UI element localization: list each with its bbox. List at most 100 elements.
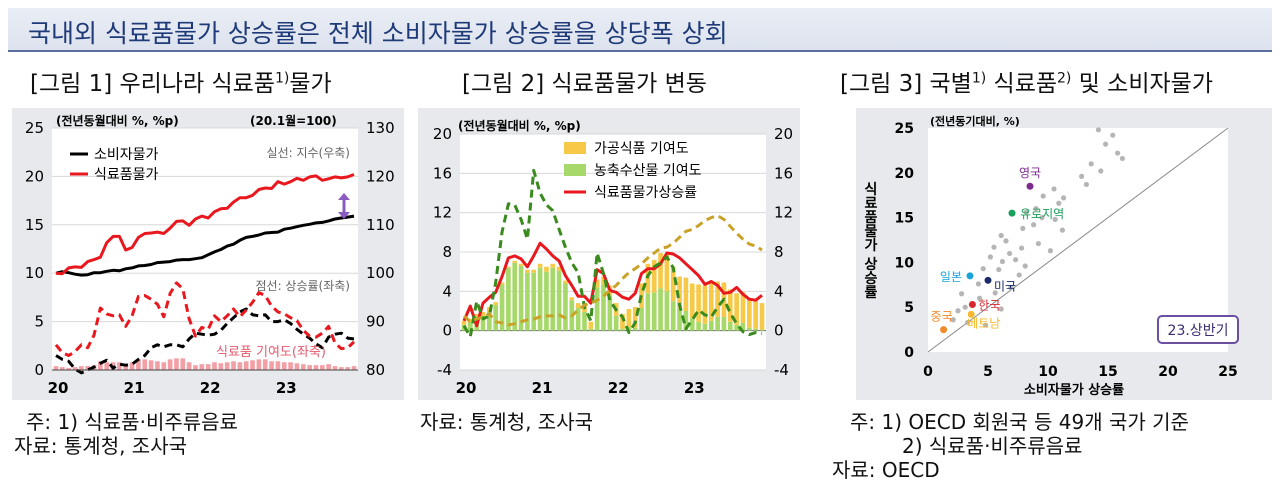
processed-bar [537,263,543,268]
contrib-bar [193,365,198,370]
y-tick-right: 12 [774,204,793,222]
contrib-bar [129,362,135,370]
agri-bar [689,317,695,331]
contrib-bar [332,366,338,370]
scatter-point [1098,168,1104,174]
contrib-bar [243,361,249,370]
contrib-bar [319,365,325,370]
x-tick: 25 [1218,364,1237,380]
agri-bar [639,308,644,331]
processed-bar [740,292,746,323]
x-tick: 20 [48,379,69,397]
fig1-source: 자료: 통계청, 조사국 [14,434,188,458]
y-tick-right: 80 [366,361,385,379]
country-label: 영국 [1019,166,1041,180]
agri-bar [537,267,543,331]
scatter-point [1110,132,1116,138]
fig3-title: [그림 3] 국별1) 식료품2) 및 소비자물가 [840,70,1213,97]
country-point [968,301,976,309]
scatter-point [1035,240,1041,247]
contrib-bar [60,367,65,370]
agri-bar [512,262,518,331]
agri-bar [658,288,663,331]
x-tick: 23 [276,379,297,397]
scatter-point [1051,186,1057,192]
country-label: 중국 [931,310,953,324]
processed-bar [696,284,701,322]
fig3-footnote1: 주: 1) OECD 회원국 등 49개 국가 기준 [850,410,1189,434]
y-tick: 20 [895,166,915,182]
scatter-point [992,290,998,296]
agri-bar [753,328,758,331]
processed-bar [575,303,581,309]
fig1-panel: 0 5 10 15 20 25 80 90 100 110 120 130 20 21 22 23 (전년동월… [12,108,404,400]
country-point [967,310,975,318]
processed-bar [569,297,575,301]
y-tick: 0 [904,345,914,361]
contrib-bar [174,358,179,370]
processed-bar [594,279,600,288]
contrib-bar [180,358,186,370]
legend-label-processed: 가공식품 기여도 [594,141,689,157]
y-tick-right: 16 [774,164,793,182]
contrib-bar [66,368,72,370]
x-tick: 20 [456,379,477,397]
agri-bar [594,287,600,331]
y-tick: 10 [895,255,915,271]
contrib-bar [338,367,344,370]
contrib-bar [237,362,243,370]
agri-bar [544,271,549,331]
y-tick: 5 [904,300,914,316]
fig2-source: 자료: 통계청, 조사국 [420,410,594,434]
processed-bar [493,302,499,306]
agri-bar [480,315,486,331]
scatter-point [1095,127,1101,133]
country-label: 일본 [940,270,962,284]
processed-bar [506,266,511,268]
contrib-bar [275,361,281,370]
processed-bar [550,263,556,268]
scatter-point [1059,227,1065,233]
fig2-unit: (전년동월대비 %, %p) [458,118,581,133]
scatter-point [1061,195,1067,201]
scatter-point [965,319,971,326]
processed-bar [759,303,765,330]
scatter-point [1047,248,1053,254]
scatter-point [1052,216,1058,222]
processed-bar [474,313,480,317]
agri-bar [645,293,651,331]
fig3-unit: (전년동기대비, %) [930,114,1020,128]
fig1-chart: 0 5 10 15 20 25 80 90 100 110 120 130 20 21 22 23 (전년동월… [25,113,395,397]
contrib-bar [300,364,306,370]
agri-bar [468,321,473,331]
scatter-point [1079,173,1085,179]
contrib-bar [281,362,287,370]
scatter-point [1023,209,1029,215]
agri-bar [683,311,689,331]
contrib-bar [117,362,122,370]
contrib-bar [256,359,262,370]
y-tick-left: -4 [437,361,452,379]
agri-bar [620,328,625,331]
processed-bar [670,266,676,302]
scatter-point [1115,150,1121,156]
y-tick-right: 100 [366,264,395,282]
processed-bar [677,276,682,309]
scatter-point [1020,225,1026,231]
contrib-bar [53,366,59,370]
scatter-point [987,254,993,260]
x-tick: 15 [1098,364,1117,380]
y-tick-left: 12 [433,204,452,222]
fig1-note-solid: 실선: 지수(우축) [267,146,350,160]
legend-label-agri: 농축수산물 기여도 [594,163,702,179]
contrib-bar [224,362,230,370]
processed-bar [651,259,657,293]
y-tick-left: 5 [34,313,44,331]
agri-bar [677,308,682,331]
processed-bar [461,320,467,325]
processed-bar [683,277,689,311]
processed-bar [727,289,733,322]
agri-bar [607,295,613,331]
scatter-point [996,266,1002,273]
